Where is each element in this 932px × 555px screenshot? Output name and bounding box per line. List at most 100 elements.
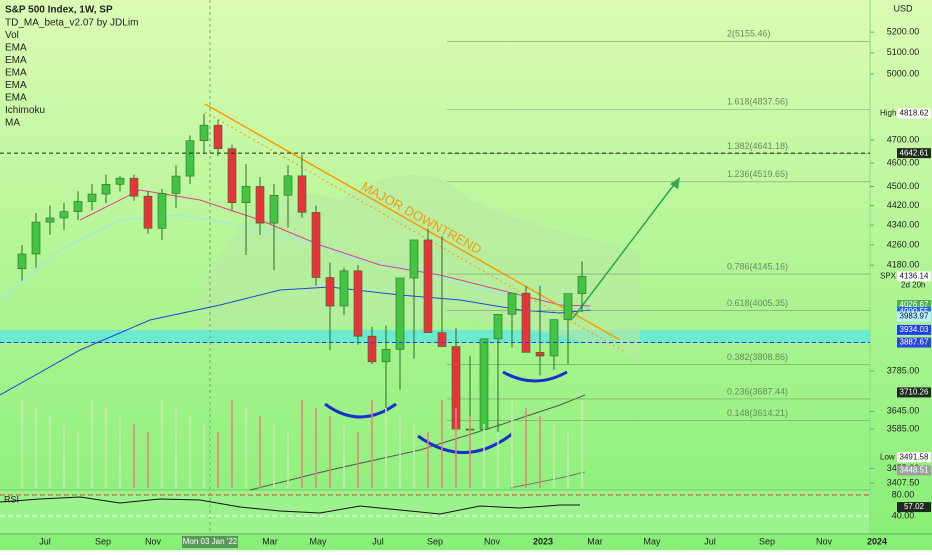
fib-label: 1.618(4837.56) <box>727 97 788 107</box>
candle-body <box>59 211 69 219</box>
candle-body <box>577 276 587 294</box>
trend-line <box>204 111 626 353</box>
badge-sub: 2d 20h <box>901 281 925 290</box>
price-badge <box>897 452 931 463</box>
price-badge <box>897 324 931 335</box>
y-tick-label: 4420.00 <box>887 200 920 210</box>
indicator-label: EMA <box>5 93 27 104</box>
x-tick-label: Sep <box>427 536 443 546</box>
y-tick-label: 4600.00 <box>887 157 920 167</box>
badge-tag: High <box>880 109 896 118</box>
candle-body <box>171 175 181 194</box>
candle-body <box>101 184 111 195</box>
fib-label: 1.236(4519.65) <box>727 169 788 179</box>
fib-label: 0.382(3808.86) <box>727 352 788 362</box>
candle-body <box>185 140 195 177</box>
candle-body <box>143 195 153 229</box>
indicator-label: EMA <box>5 43 27 54</box>
candle-body <box>535 352 545 357</box>
rsi-label: RSI <box>4 494 19 504</box>
y-tick-label: 4500.00 <box>887 181 920 191</box>
price-badge <box>897 148 931 159</box>
badge-value: 3448.51 <box>900 466 929 475</box>
ema-line <box>0 214 591 309</box>
price-badge <box>897 465 931 476</box>
badge-value: 3491.58 <box>900 452 929 461</box>
candle-body <box>87 193 97 202</box>
crosshair-badge <box>182 536 238 548</box>
price-badge <box>897 387 931 398</box>
x-tick-label: Jul <box>704 536 716 546</box>
support-zone <box>0 330 870 343</box>
chart-title: S&P 500 Index, 1W, SP <box>5 5 113 16</box>
badge-value: 3887.67 <box>900 338 929 347</box>
candle-body <box>129 177 139 197</box>
candle-body <box>241 186 251 203</box>
badge-value: 3983.97 <box>900 312 929 321</box>
candle-body <box>367 335 377 363</box>
candle-body <box>297 175 307 213</box>
arrow-head <box>670 177 680 189</box>
y-tick-label: 3785.00 <box>887 365 920 375</box>
x-tick-label: 2024 <box>867 536 887 546</box>
y-tick-label: 3585.00 <box>887 423 920 433</box>
x-tick-label: May <box>309 536 327 546</box>
badge-tag: Low <box>880 452 895 461</box>
candle-body <box>31 221 41 255</box>
indicator-label: EMA <box>5 80 27 91</box>
y-tick-label: 3407.50 <box>887 478 920 488</box>
candle-body <box>409 239 419 279</box>
legend: S&P 500 Index, 1W, SP TD_MA_beta_v2.07 b… <box>5 5 138 129</box>
arrow <box>572 181 677 319</box>
candle-body <box>507 292 517 315</box>
indicator-label: MA <box>5 118 20 129</box>
candle-body <box>255 186 265 224</box>
candle-body <box>213 124 223 150</box>
fib-label: 0.148(3614.21) <box>727 408 788 418</box>
candle-body <box>269 194 279 224</box>
candle-body <box>283 175 293 196</box>
x-tick-label: Jul <box>372 536 384 546</box>
price-badge <box>897 108 931 119</box>
x-tick-label: Mar <box>587 536 603 546</box>
indicator-label: EMA <box>5 55 27 66</box>
rsi-value: 57.02 <box>904 502 925 511</box>
x-tick-label: Nov <box>145 536 162 546</box>
candle-body <box>157 193 167 229</box>
candle-body <box>493 313 503 340</box>
candle-body <box>73 201 83 212</box>
x-tick-label: May <box>643 536 661 546</box>
candle-body <box>353 270 363 337</box>
candle-body <box>227 148 237 203</box>
fib-label: 0.786(4145.16) <box>727 261 788 271</box>
candle-body <box>563 293 573 320</box>
candle-body <box>395 277 405 350</box>
candle-body <box>17 253 27 270</box>
candle-body <box>479 338 489 430</box>
rsi-line <box>0 496 580 515</box>
y-tick-label: 5200.00 <box>887 27 920 37</box>
price-badge <box>897 311 931 322</box>
fib-label: 1.382(4641.18) <box>727 141 788 151</box>
x-tick-label: Sep <box>759 536 775 546</box>
candle-body <box>339 270 349 307</box>
candle-body <box>437 332 447 347</box>
rsi-level-label: 80.00 <box>892 489 915 499</box>
pattern-arc <box>324 402 397 419</box>
candle-body <box>325 277 335 307</box>
candle-body <box>199 124 209 142</box>
candle-body <box>45 217 55 223</box>
badge-tag: SPX <box>880 272 897 281</box>
x-tick-label: Nov <box>816 536 833 546</box>
candle-body <box>381 349 391 363</box>
candle-body <box>549 319 559 357</box>
price-badge <box>897 300 931 311</box>
y-tick-label: 4260.00 <box>887 239 920 249</box>
currency: USD <box>893 3 913 13</box>
badge-value: 3934.03 <box>900 325 929 334</box>
badge-value: 4026.67 <box>900 300 929 309</box>
rsi-badge <box>897 502 931 513</box>
candle-body <box>423 239 433 333</box>
